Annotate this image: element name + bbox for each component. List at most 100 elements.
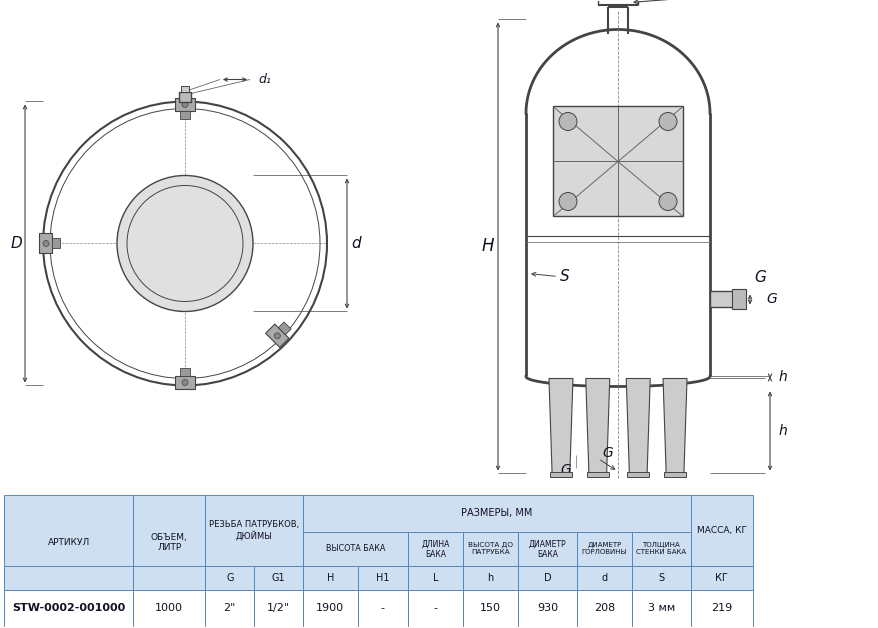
Text: h: h — [778, 425, 787, 438]
Text: ДЛИНА
БАКА: ДЛИНА БАКА — [421, 539, 450, 559]
Text: G: G — [226, 573, 234, 583]
Bar — [517, 566, 576, 590]
Circle shape — [182, 379, 188, 386]
Bar — [517, 590, 576, 627]
Text: G: G — [753, 270, 765, 285]
Circle shape — [658, 112, 676, 131]
Bar — [254, 590, 303, 627]
Text: -: - — [380, 604, 385, 614]
Bar — [205, 590, 254, 627]
Bar — [254, 566, 303, 590]
Bar — [576, 532, 631, 566]
Bar — [181, 87, 189, 92]
Bar — [587, 472, 608, 477]
Text: РАЗМЕРЫ, ММ: РАЗМЕРЫ, ММ — [461, 508, 532, 518]
Ellipse shape — [117, 175, 253, 311]
Text: d: d — [601, 573, 607, 583]
Text: 150: 150 — [479, 604, 500, 614]
Text: РЕЗЬБА ПАТРУБКОВ,
ДЮЙМЫ: РЕЗЬБА ПАТРУБКОВ, ДЮЙМЫ — [209, 520, 299, 541]
Bar — [179, 92, 191, 102]
Bar — [463, 532, 517, 566]
Polygon shape — [265, 324, 289, 347]
Bar — [303, 590, 357, 627]
Bar — [303, 532, 407, 566]
Text: -: - — [433, 604, 437, 614]
Bar — [627, 472, 649, 477]
Bar — [407, 590, 463, 627]
Polygon shape — [662, 379, 687, 474]
Bar — [303, 566, 357, 590]
Bar — [552, 107, 682, 217]
Text: S: S — [559, 269, 569, 284]
Text: H: H — [481, 237, 493, 256]
Bar — [463, 590, 517, 627]
Text: ДИАМЕТР
ГОРЛОВИНЫ: ДИАМЕТР ГОРЛОВИНЫ — [581, 543, 627, 556]
Bar — [576, 590, 631, 627]
Text: G: G — [560, 463, 571, 477]
Text: ОБЪЕМ,
ЛИТР: ОБЪЕМ, ЛИТР — [151, 533, 188, 552]
Text: G: G — [766, 293, 776, 306]
Bar — [4, 495, 133, 590]
Bar — [576, 566, 631, 590]
Text: ВЫСОТА ДО
ПАТРУБКА: ВЫСОТА ДО ПАТРУБКА — [467, 543, 513, 556]
Polygon shape — [175, 98, 195, 111]
Text: ВЫСОТА БАКА: ВЫСОТА БАКА — [326, 544, 385, 553]
Bar — [205, 566, 254, 590]
Bar — [517, 532, 576, 566]
Text: 2": 2" — [223, 604, 235, 614]
Bar — [731, 290, 745, 310]
Bar — [133, 566, 205, 590]
Polygon shape — [625, 379, 650, 474]
Text: h: h — [778, 371, 787, 384]
Text: H: H — [327, 573, 334, 583]
Bar — [357, 590, 407, 627]
Text: 1900: 1900 — [316, 604, 344, 614]
Bar — [303, 495, 690, 532]
Bar — [4, 590, 133, 627]
Bar — [663, 472, 685, 477]
Text: 208: 208 — [594, 604, 615, 614]
Circle shape — [558, 112, 576, 131]
Text: G1: G1 — [271, 573, 285, 583]
Bar — [631, 590, 690, 627]
Bar — [357, 566, 407, 590]
Text: h: h — [486, 573, 493, 583]
Bar — [550, 472, 572, 477]
Bar — [205, 495, 303, 566]
Polygon shape — [175, 376, 195, 389]
Bar — [407, 532, 463, 566]
Circle shape — [558, 193, 576, 210]
Text: 1000: 1000 — [155, 604, 184, 614]
Polygon shape — [549, 379, 572, 474]
Text: КГ: КГ — [715, 573, 728, 583]
Text: 219: 219 — [710, 604, 731, 614]
Polygon shape — [53, 239, 61, 249]
Circle shape — [182, 102, 188, 107]
Text: H1: H1 — [376, 573, 389, 583]
Polygon shape — [585, 379, 609, 474]
Polygon shape — [180, 111, 190, 119]
Text: ТОЛЩИНА
СТЕНКИ БАКА: ТОЛЩИНА СТЕНКИ БАКА — [636, 543, 686, 556]
Circle shape — [274, 333, 280, 338]
Text: 930: 930 — [536, 604, 558, 614]
Text: АРТИКУЛ: АРТИКУЛ — [47, 538, 90, 547]
Text: 1/2": 1/2" — [267, 604, 290, 614]
Text: ДИАМЕТР
БАКА: ДИАМЕТР БАКА — [528, 539, 565, 559]
Circle shape — [43, 241, 49, 246]
Text: D: D — [543, 573, 551, 583]
Polygon shape — [40, 234, 53, 254]
Polygon shape — [180, 368, 190, 376]
Bar — [463, 566, 517, 590]
Text: d₁: d₁ — [258, 73, 270, 86]
Bar — [709, 291, 739, 308]
Bar — [4, 566, 133, 590]
Bar — [690, 590, 752, 627]
Circle shape — [658, 193, 676, 210]
Text: D: D — [11, 236, 22, 251]
Bar — [407, 566, 463, 590]
Bar — [133, 590, 205, 627]
Bar — [631, 566, 690, 590]
Text: МАССА, КГ: МАССА, КГ — [696, 526, 746, 535]
Text: 3 мм: 3 мм — [647, 604, 674, 614]
Bar — [631, 532, 690, 566]
